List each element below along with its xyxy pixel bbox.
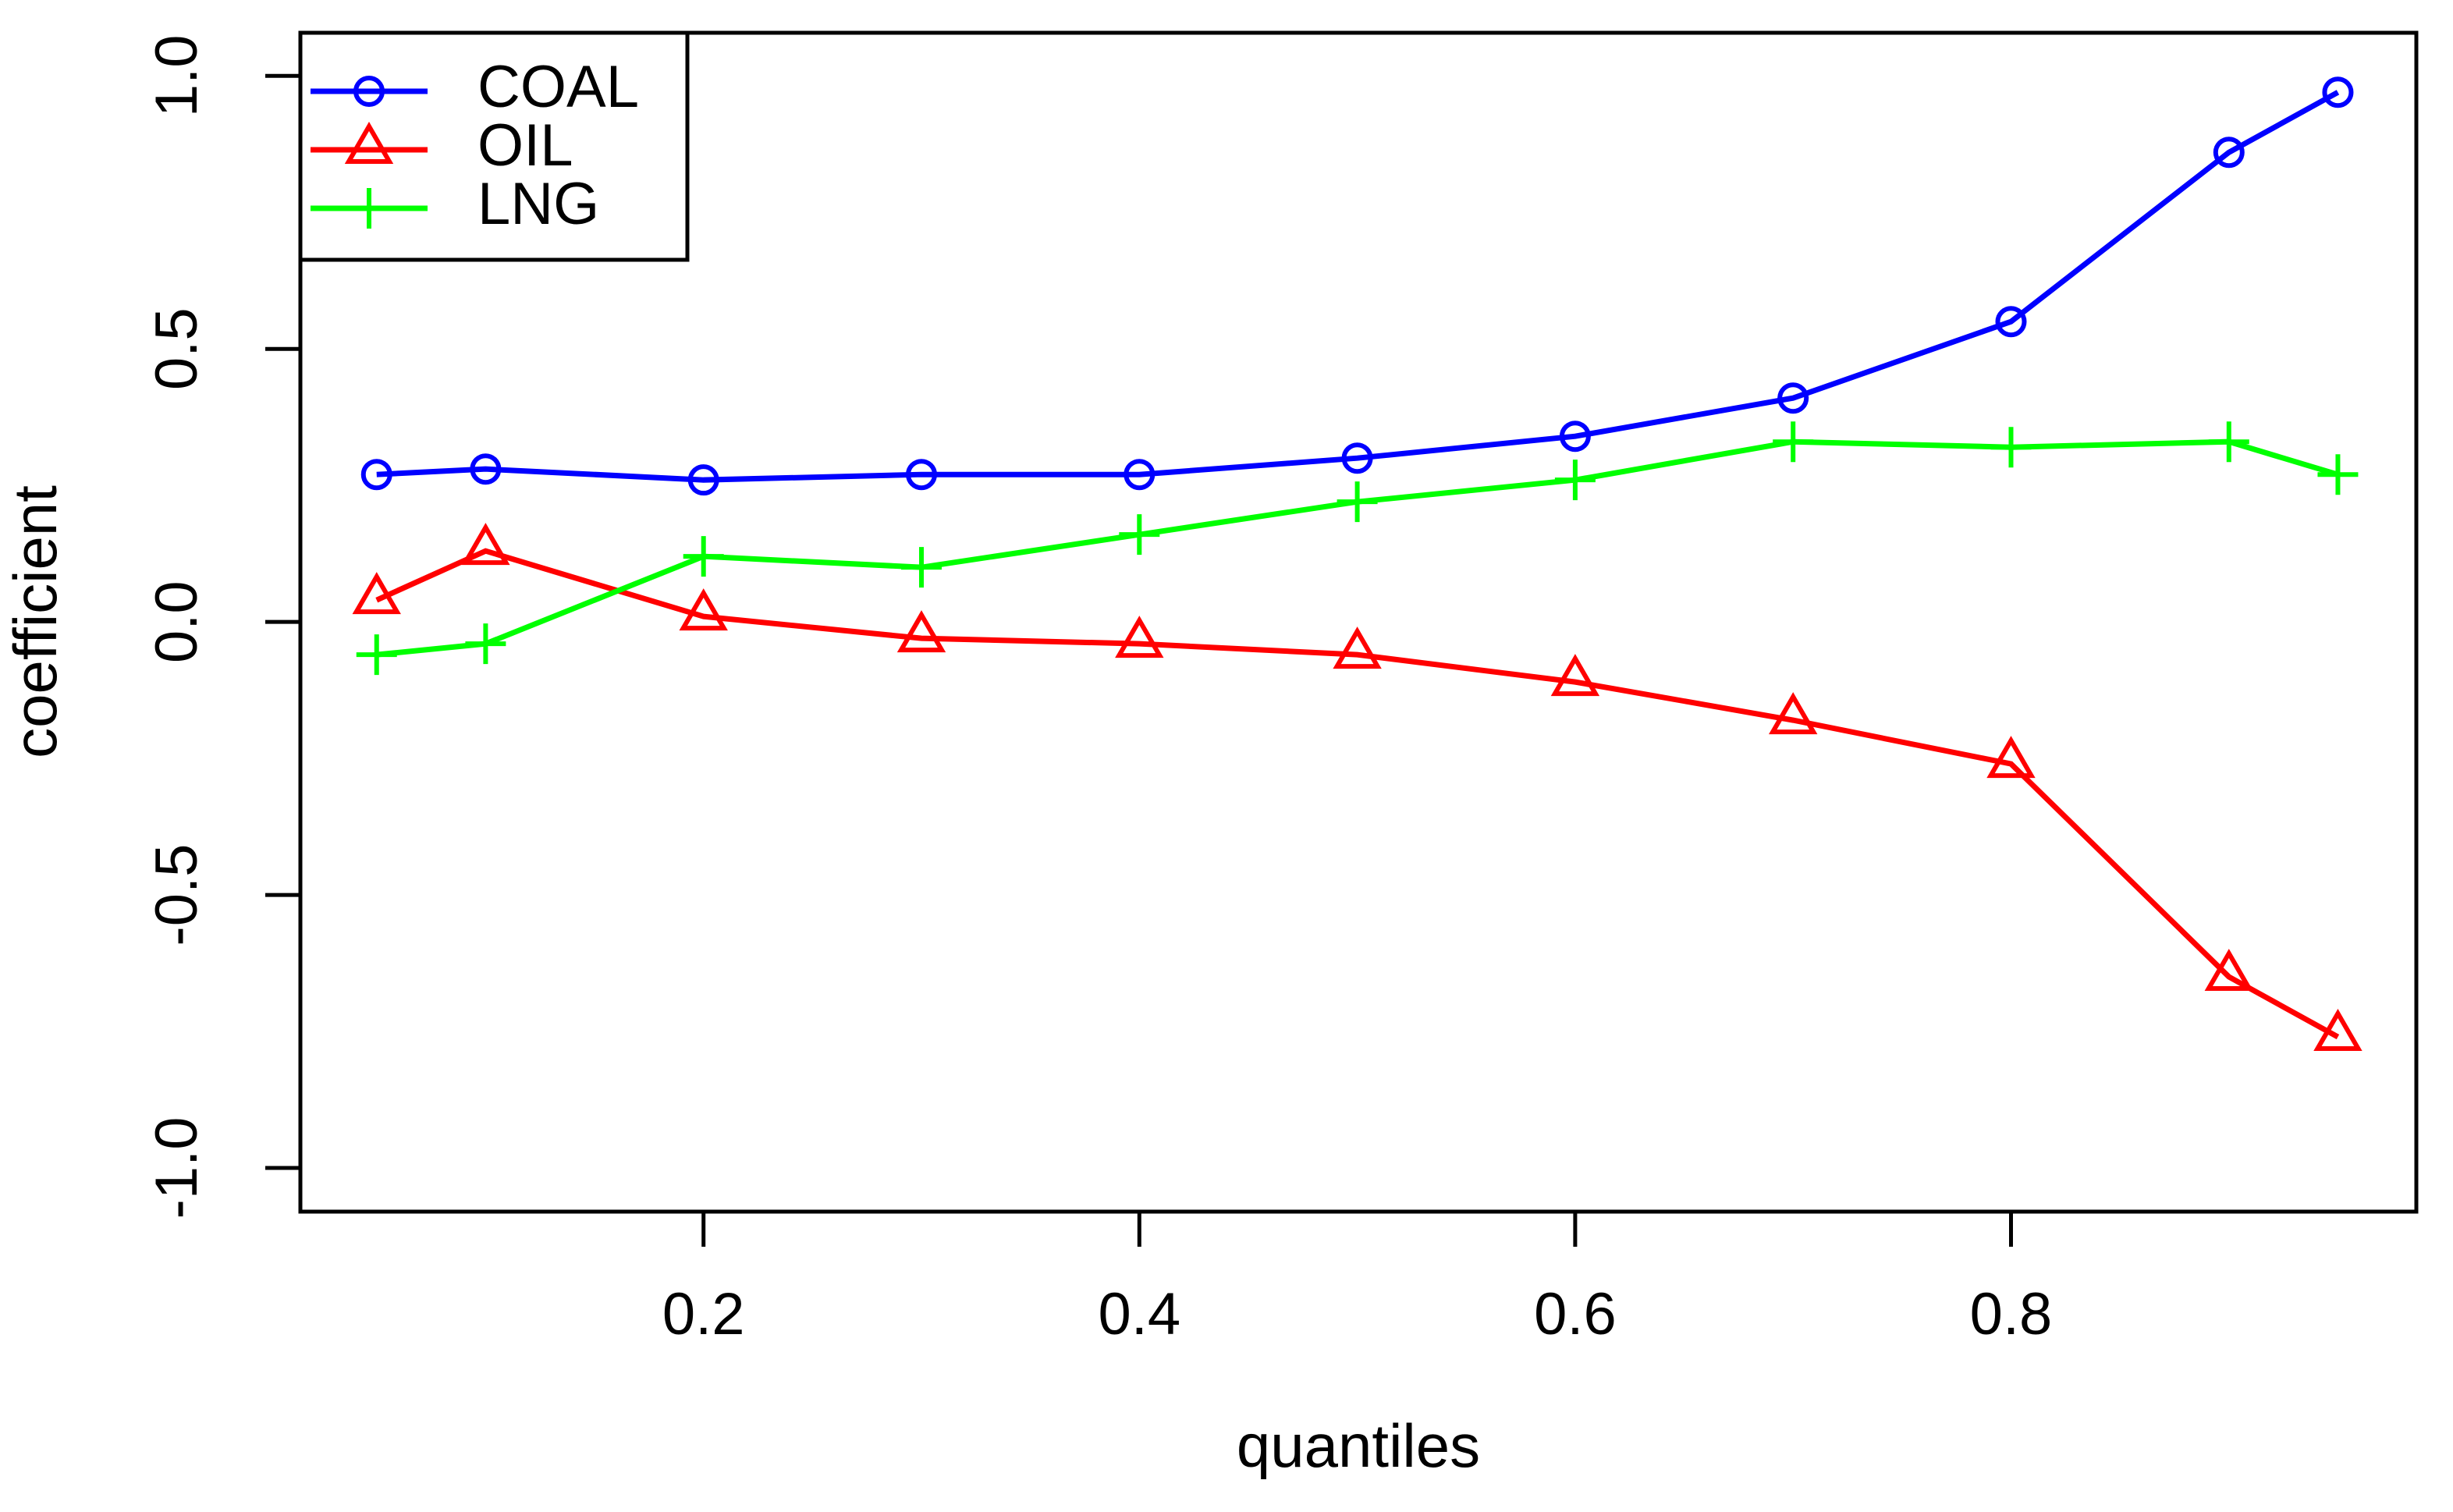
x-tick-label: 0.6: [1534, 1281, 1617, 1347]
series-marker-lng: [683, 536, 724, 577]
circle-marker-shape: [2213, 137, 2245, 169]
legend-sample-marker: [349, 188, 389, 229]
series-marker-oil: [679, 588, 728, 631]
triangle-marker-shape: [1333, 626, 1382, 669]
circle-marker-shape: [1341, 442, 1373, 474]
x-tick-label: 0.2: [662, 1281, 745, 1347]
series-marker-coal: [1341, 442, 1373, 474]
circle-marker-shape: [1995, 306, 2027, 338]
series: [352, 76, 2362, 1052]
triangle-marker-shape: [896, 610, 946, 653]
x-tick-label: 0.4: [1098, 1281, 1180, 1347]
circle-marker-shape: [906, 459, 938, 491]
legend-label-coal: COAL: [477, 54, 639, 120]
circle-marker-shape: [1777, 382, 1809, 414]
series-marker-oil: [461, 523, 510, 566]
series-marker-coal: [470, 453, 502, 485]
axes: 0.2 0.4 0.6 0.8 1.0 0.5 0.0 -0.5 -1.0: [144, 30, 2419, 1347]
y-axis-title: coefficient: [1, 485, 69, 758]
triangle-marker-shape: [1115, 616, 1164, 658]
series-marker-coal: [1124, 459, 1156, 491]
y-tick-label: 1.0: [144, 34, 210, 117]
y-tick-label: -0.5: [144, 844, 210, 946]
circle-marker-shape: [353, 76, 385, 107]
series-marker-oil: [1986, 736, 2036, 779]
series-line-oil: [375, 548, 2340, 1040]
series-marker-coal: [687, 464, 719, 496]
series-marker-lng: [465, 623, 506, 665]
circle-marker-shape: [1124, 459, 1156, 491]
circle-marker-shape: [470, 453, 502, 485]
series-line-coal: [376, 90, 2340, 483]
series-marker-oil: [1333, 626, 1382, 669]
series-marker-lng: [1554, 460, 1596, 501]
circle-marker-shape: [360, 459, 392, 491]
y-tick-label: -1.0: [144, 1117, 210, 1219]
triangle-marker-shape: [2204, 949, 2254, 992]
triangle-marker-shape: [1769, 692, 1818, 735]
legend-sample-marker: [353, 76, 385, 107]
series-marker-oil: [2313, 1009, 2362, 1052]
legend-label-oil: OIL: [477, 112, 573, 179]
triangle-marker-shape: [461, 523, 510, 566]
legend-label-lng: LNG: [477, 171, 599, 237]
series-marker-oil: [2204, 949, 2254, 992]
triangle-marker-shape: [352, 572, 401, 615]
series-marker-lng: [1337, 481, 1378, 523]
x-tick-label: 0.8: [1970, 1281, 2053, 1347]
triangle-marker-shape: [344, 122, 394, 164]
triangle-marker-shape: [1986, 736, 2036, 779]
series-marker-oil: [352, 572, 401, 615]
series-marker-oil: [1115, 616, 1164, 658]
x-axis-title: quantiles: [1237, 1411, 1480, 1480]
y-tick-label: 0.5: [144, 307, 210, 390]
legend-sample-marker: [344, 122, 394, 164]
triangle-marker-shape: [1550, 654, 1600, 697]
series-marker-coal: [2213, 137, 2245, 169]
series-marker-oil: [1769, 692, 1818, 735]
series-marker-coal: [2322, 76, 2354, 108]
circle-marker-shape: [2322, 76, 2354, 108]
series-marker-lng: [901, 547, 943, 588]
triangle-marker-shape: [679, 588, 728, 631]
series-marker-lng: [1773, 421, 1814, 463]
series-marker-oil: [1550, 654, 1600, 697]
series-marker-lng: [356, 634, 397, 676]
y-tick-label: 0.0: [144, 580, 210, 663]
series-marker-lng: [1119, 514, 1160, 555]
series-marker-coal: [906, 459, 938, 491]
series-marker-lng: [2317, 454, 2359, 495]
circle-marker-shape: [1559, 421, 1591, 453]
legend-box: [298, 30, 690, 262]
circle-marker-shape: [687, 464, 719, 496]
series-marker-lng: [2208, 421, 2249, 463]
series-marker-oil: [896, 610, 946, 653]
series-marker-coal: [360, 459, 392, 491]
series-marker-coal: [1559, 421, 1591, 453]
series-marker-lng: [1990, 427, 2032, 468]
series-marker-coal: [1777, 382, 1809, 414]
series-marker-coal: [1995, 306, 2027, 338]
triangle-marker-shape: [2313, 1009, 2362, 1052]
